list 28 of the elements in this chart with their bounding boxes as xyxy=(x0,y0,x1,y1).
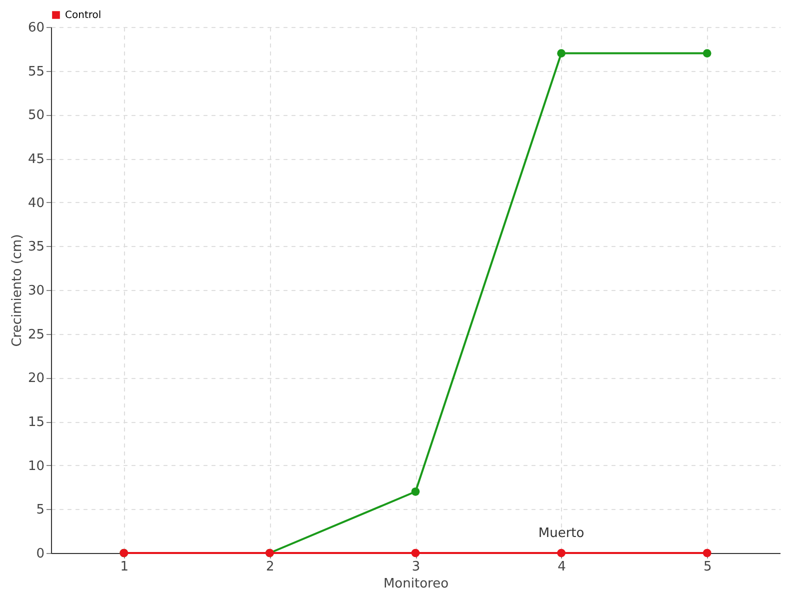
y-tick-label: 15 xyxy=(28,415,44,430)
y-tick-label: 10 xyxy=(28,458,44,474)
y-tick-label: 55 xyxy=(28,64,44,80)
y-tick-label: 45 xyxy=(28,152,44,167)
y-tick-label: 25 xyxy=(28,327,44,342)
y-tick-label: 50 xyxy=(28,108,44,124)
y-tick-label: 20 xyxy=(28,371,44,386)
y-tick-label: 0 xyxy=(36,546,44,562)
point xyxy=(411,487,420,496)
point xyxy=(557,548,566,558)
point xyxy=(557,49,566,58)
annotation: Muerto xyxy=(538,526,584,541)
y-tick-label: 5 xyxy=(36,502,44,518)
y-axis-title: Crecimiento (cm) xyxy=(10,234,25,347)
x-tick-label: 5 xyxy=(703,560,712,574)
y-tick-label: 30 xyxy=(28,284,44,298)
point xyxy=(411,548,420,558)
point xyxy=(702,49,712,58)
x-axis-title: Monitoreo xyxy=(383,576,449,592)
y-tick-label: 40 xyxy=(28,196,44,211)
x-tick-label: 3 xyxy=(412,560,420,574)
point xyxy=(702,548,712,558)
y-tick-label: 60 xyxy=(28,20,44,36)
y-tick-label: 35 xyxy=(28,240,44,255)
legend-label: Control xyxy=(65,10,102,21)
x-tick-label: 1 xyxy=(120,560,129,574)
x-tick-label: 4 xyxy=(558,560,566,574)
x-tick-label: 2 xyxy=(266,560,274,574)
